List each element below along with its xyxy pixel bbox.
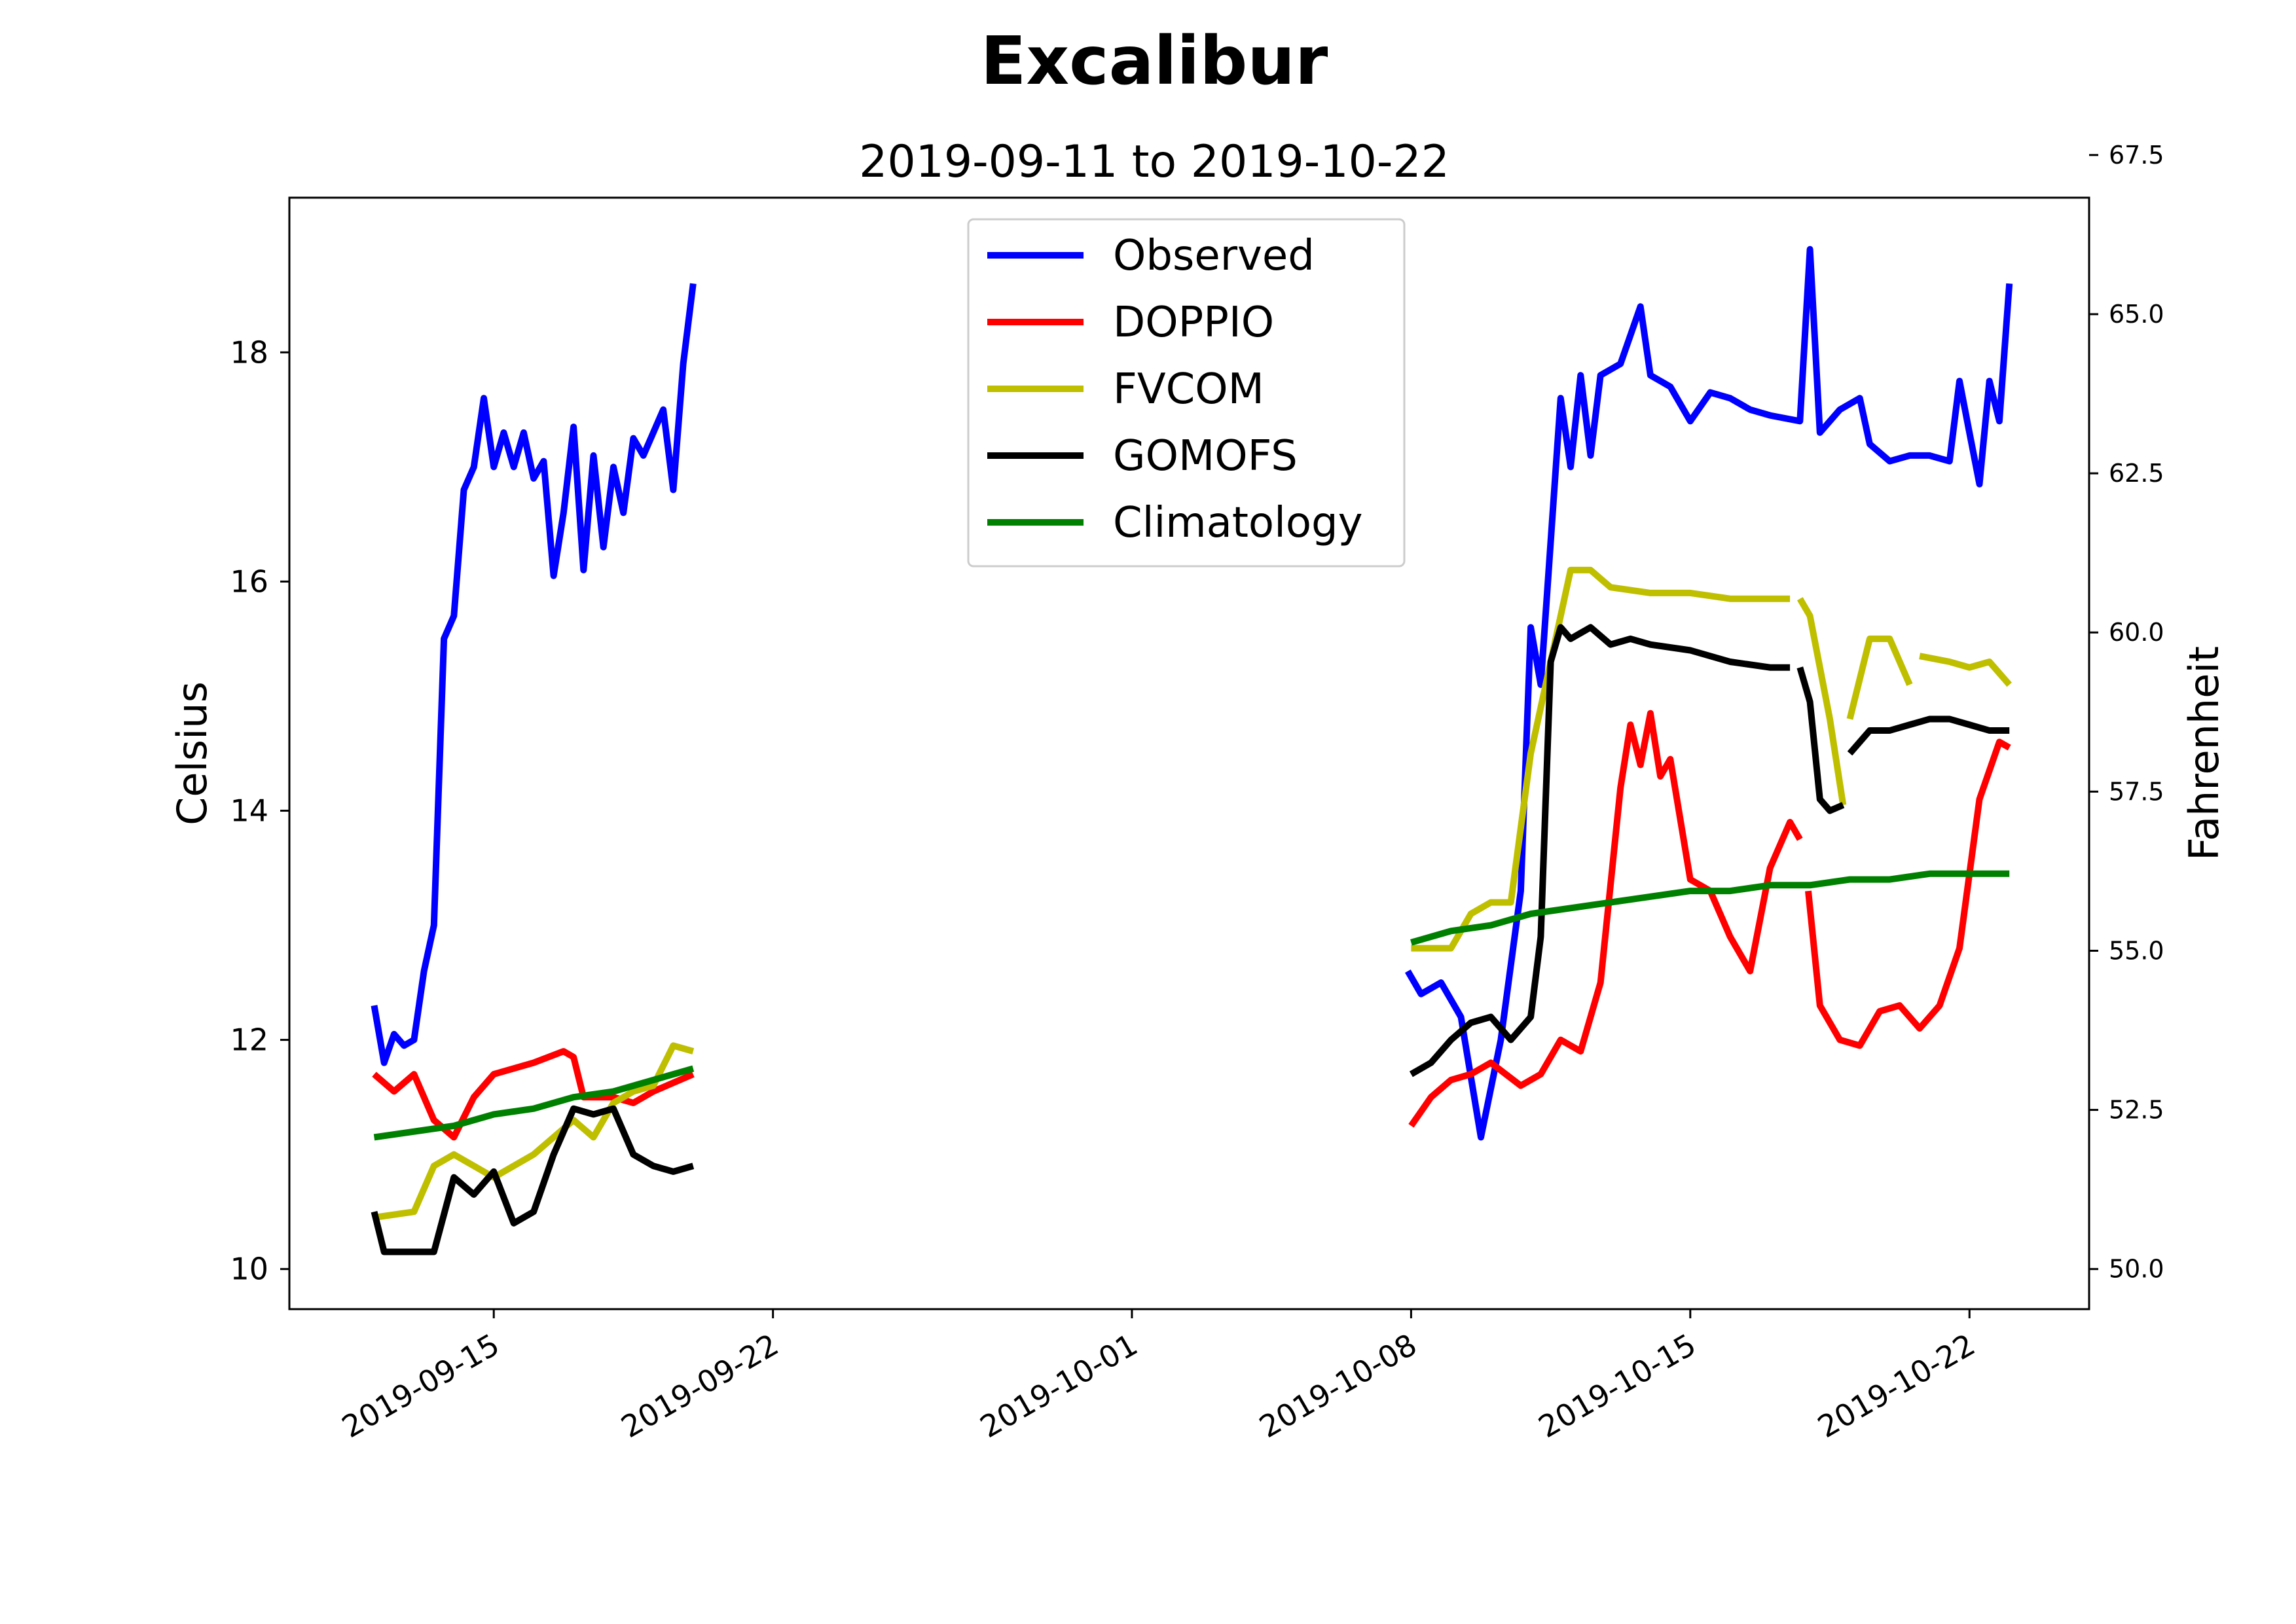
x-tick-label: 2019-10-01 [974, 1327, 1144, 1445]
y-right-tick-label: 62.5 [2109, 459, 2164, 488]
series-line-observed-segment-1 [371, 283, 697, 1066]
legend: Observed DOPPIO FVCOM GOMOFS Climatology [967, 218, 1406, 568]
x-tick-label: 2019-10-22 [1812, 1327, 1981, 1445]
y-left-tick-label: 12 [230, 1022, 268, 1058]
series-line-observed-segment-2 [1404, 245, 2013, 1141]
y-right-tick-label: 55.0 [2109, 936, 2164, 965]
legend-label-climatology: Climatology [1113, 499, 1363, 547]
series-layer [371, 245, 2013, 1255]
y-axis-left-ticks: 10 12 14 16 18 [230, 334, 289, 1287]
y-right-tick-label: 67.5 [2109, 141, 2164, 170]
y-axis-right-label: Fahrenheit [2180, 646, 2228, 861]
legend-label-doppio: DOPPIO [1113, 298, 1274, 347]
series-line-fvcom-segment-1 [373, 1042, 695, 1221]
y-left-tick-label: 10 [230, 1252, 268, 1287]
y-right-tick-label: 65.0 [2109, 300, 2164, 329]
series-line-doppio-segment-3 [1805, 738, 2011, 1049]
legend-label-gomofs: GOMOFS [1113, 432, 1298, 480]
x-tick-label: 2019-09-15 [336, 1327, 505, 1445]
series-line-doppio-segment-1 [372, 1048, 695, 1141]
chart-title: Excalibur [981, 22, 1328, 100]
plot-area-frame [288, 196, 2090, 1310]
legend-items: Observed DOPPIO FVCOM GOMOFS Climatology [987, 232, 1363, 547]
y-axis-left-label: Celsius [168, 681, 216, 825]
series-line-fvcom-segment-5 [1919, 653, 2012, 687]
series-line-doppio-segment-2 [1408, 710, 1803, 1128]
chart-subtitle: 2019-09-11 to 2019-10-22 [859, 136, 1449, 188]
y-axis-right-ticks: 50.0 52.5 55.0 57.5 60.0 62.5 65.0 67.5 [2089, 141, 2164, 1284]
x-axis-ticks: 2019-09-15 2019-09-22 2019-10-01 2019-10-08… [336, 1309, 1981, 1445]
series-line-gomofs-segment-1 [371, 1105, 695, 1255]
series-line-climatology-segment-2 [1410, 870, 2010, 946]
y-right-tick-label: 52.5 [2109, 1096, 2164, 1125]
legend-box [967, 218, 1406, 568]
legend-label-observed: Observed [1113, 232, 1315, 280]
series-line-fvcom-segment-4 [1846, 635, 1913, 720]
series-line-gomofs-segment-2 [1409, 624, 1791, 1077]
y-right-tick-label: 60.0 [2109, 618, 2164, 647]
x-tick-label: 2019-10-15 [1533, 1327, 1702, 1445]
series-line-gomofs-segment-4 [1847, 715, 2010, 756]
y-left-tick-label: 18 [230, 334, 268, 370]
y-left-tick-label: 16 [230, 564, 268, 599]
x-tick-label: 2019-09-22 [615, 1327, 785, 1445]
y-right-tick-label: 57.5 [2109, 777, 2164, 806]
x-tick-label: 2019-10-08 [1253, 1327, 1423, 1445]
series-line-climatology-segment-1 [373, 1065, 695, 1141]
y-right-tick-label: 50.0 [2109, 1255, 2164, 1284]
series-line-gomofs-segment-3 [1796, 666, 1845, 814]
series-line-fvcom-segment-3 [1796, 597, 1847, 806]
y-left-tick-label: 14 [230, 793, 268, 829]
legend-label-fvcom: FVCOM [1113, 365, 1264, 414]
